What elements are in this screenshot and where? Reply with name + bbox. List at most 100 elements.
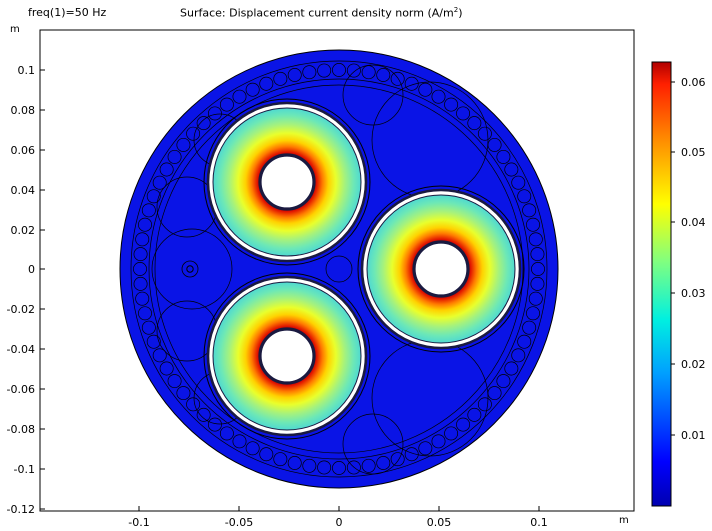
armour-wire — [133, 262, 147, 276]
armour-wire — [504, 162, 519, 177]
armour-wire — [477, 126, 492, 141]
fibre-optic-inner — [186, 265, 194, 273]
x-tick-label: 0.05 — [427, 516, 452, 529]
parameter-label: freq(1)=50 Hz — [28, 6, 107, 19]
y-tick-label: -0.1 — [14, 463, 35, 476]
plot-title-text: Surface: Displacement current density no… — [180, 6, 454, 20]
x-tick-label: 0.1 — [530, 516, 548, 529]
armour-wire — [259, 76, 274, 91]
armour-wire — [287, 68, 302, 82]
y-tick-label: -0.08 — [7, 423, 35, 436]
color-legend-label: 0.06 — [681, 76, 706, 89]
armour-wire — [418, 441, 433, 456]
color-legend-ticks: 0.06 0.05 0.04 0.03 0.02 0.01 — [671, 76, 706, 442]
bedding-line — [154, 84, 524, 454]
armour-wire — [390, 452, 405, 467]
armour-wires — [133, 63, 545, 475]
armour-wire — [273, 71, 288, 86]
color-legend-label: 0.05 — [681, 146, 706, 159]
y-tick-label: 0.1 — [18, 64, 36, 77]
armour-wire — [517, 189, 532, 204]
y-axis-ticks: 0.1 0.08 0.06 0.04 0.02 0 -0.02 -0.04 -0… — [7, 64, 45, 516]
armour-wire — [317, 63, 332, 78]
armour-wire — [207, 106, 222, 121]
fibre-optic-outer — [181, 260, 199, 278]
armour-wire — [135, 232, 150, 247]
armour-wire — [167, 149, 182, 164]
cable-geometry — [119, 49, 559, 489]
y-tick-label: 0.06 — [11, 144, 36, 157]
armour-wire — [141, 203, 156, 218]
armour-wire — [245, 82, 260, 97]
y-tick-label: -0.12 — [7, 503, 35, 516]
armour-wire — [467, 116, 482, 131]
armour-wire — [287, 456, 302, 470]
armour-wire — [176, 137, 191, 152]
plot-title-superscript: 2 — [453, 6, 459, 14]
armour-wire — [376, 68, 391, 82]
color-legend-bar — [651, 61, 672, 507]
armour-wire — [522, 203, 537, 218]
armour-wire — [456, 106, 471, 121]
armour-wire — [496, 374, 511, 389]
color-legend-label: 0.03 — [681, 287, 706, 300]
armour-wire — [332, 461, 346, 475]
phase-cable-top-left — [203, 98, 371, 266]
armour-wire — [141, 320, 156, 335]
armour-wire — [133, 276, 148, 291]
filler-circle — [325, 255, 353, 283]
armour-wire — [511, 348, 526, 363]
armour-wire — [346, 63, 361, 78]
y-tick-label: 0 — [28, 263, 35, 276]
y-tick-label: 0.02 — [11, 224, 36, 237]
x-axis-ticks: -0.1 -0.05 0 0.05 0.1 — [128, 506, 548, 529]
x-tick-label: 0 — [336, 516, 343, 529]
armour-wire — [361, 458, 376, 473]
armour-wire — [346, 460, 361, 475]
armour-wire — [517, 334, 532, 349]
plot-title: Surface: Displacement current density no… — [180, 6, 462, 20]
armour-wire — [418, 82, 433, 97]
armour-wire — [317, 460, 332, 475]
armour-wire — [152, 348, 167, 363]
armour-wire — [522, 320, 537, 335]
phase-cable-right — [357, 185, 525, 353]
armour-wire — [444, 97, 459, 112]
armour-wire — [186, 397, 201, 412]
armour-wire — [138, 217, 152, 232]
armour-wire — [146, 189, 161, 204]
armour-wire — [167, 374, 182, 389]
armour-wire — [496, 149, 511, 164]
armour-wire — [302, 65, 317, 80]
armour-wire — [404, 447, 419, 462]
y-tick-label: 0.08 — [11, 104, 36, 117]
armour-wire — [390, 71, 405, 86]
armour-wire — [245, 441, 260, 456]
armour-wire — [528, 291, 543, 306]
armour-wire — [504, 361, 519, 376]
armour-wire — [135, 291, 150, 306]
x-tick-label: -0.05 — [225, 516, 253, 529]
armour-wire — [302, 458, 317, 473]
armour-wire — [159, 361, 174, 376]
armour-wire — [232, 89, 247, 104]
armour-wire — [444, 426, 459, 441]
armour-wire — [404, 76, 419, 91]
armour-wire — [196, 116, 211, 131]
armour-wire — [332, 63, 346, 77]
armour-wire — [511, 175, 526, 190]
armour-wire — [232, 434, 247, 449]
filler-circle — [151, 228, 233, 310]
armour-outer-line — [130, 60, 548, 478]
color-legend-label: 0.02 — [681, 358, 706, 371]
color-legend-label: 0.01 — [681, 429, 706, 442]
armour-wire — [133, 247, 148, 262]
armour-wire — [467, 407, 482, 422]
armour-wire — [530, 247, 545, 262]
armour-wire — [152, 175, 167, 190]
y-axis-unit: m — [10, 24, 20, 35]
armour-wire — [376, 456, 391, 470]
armour-wire — [431, 434, 446, 449]
armour-wire — [159, 162, 174, 177]
